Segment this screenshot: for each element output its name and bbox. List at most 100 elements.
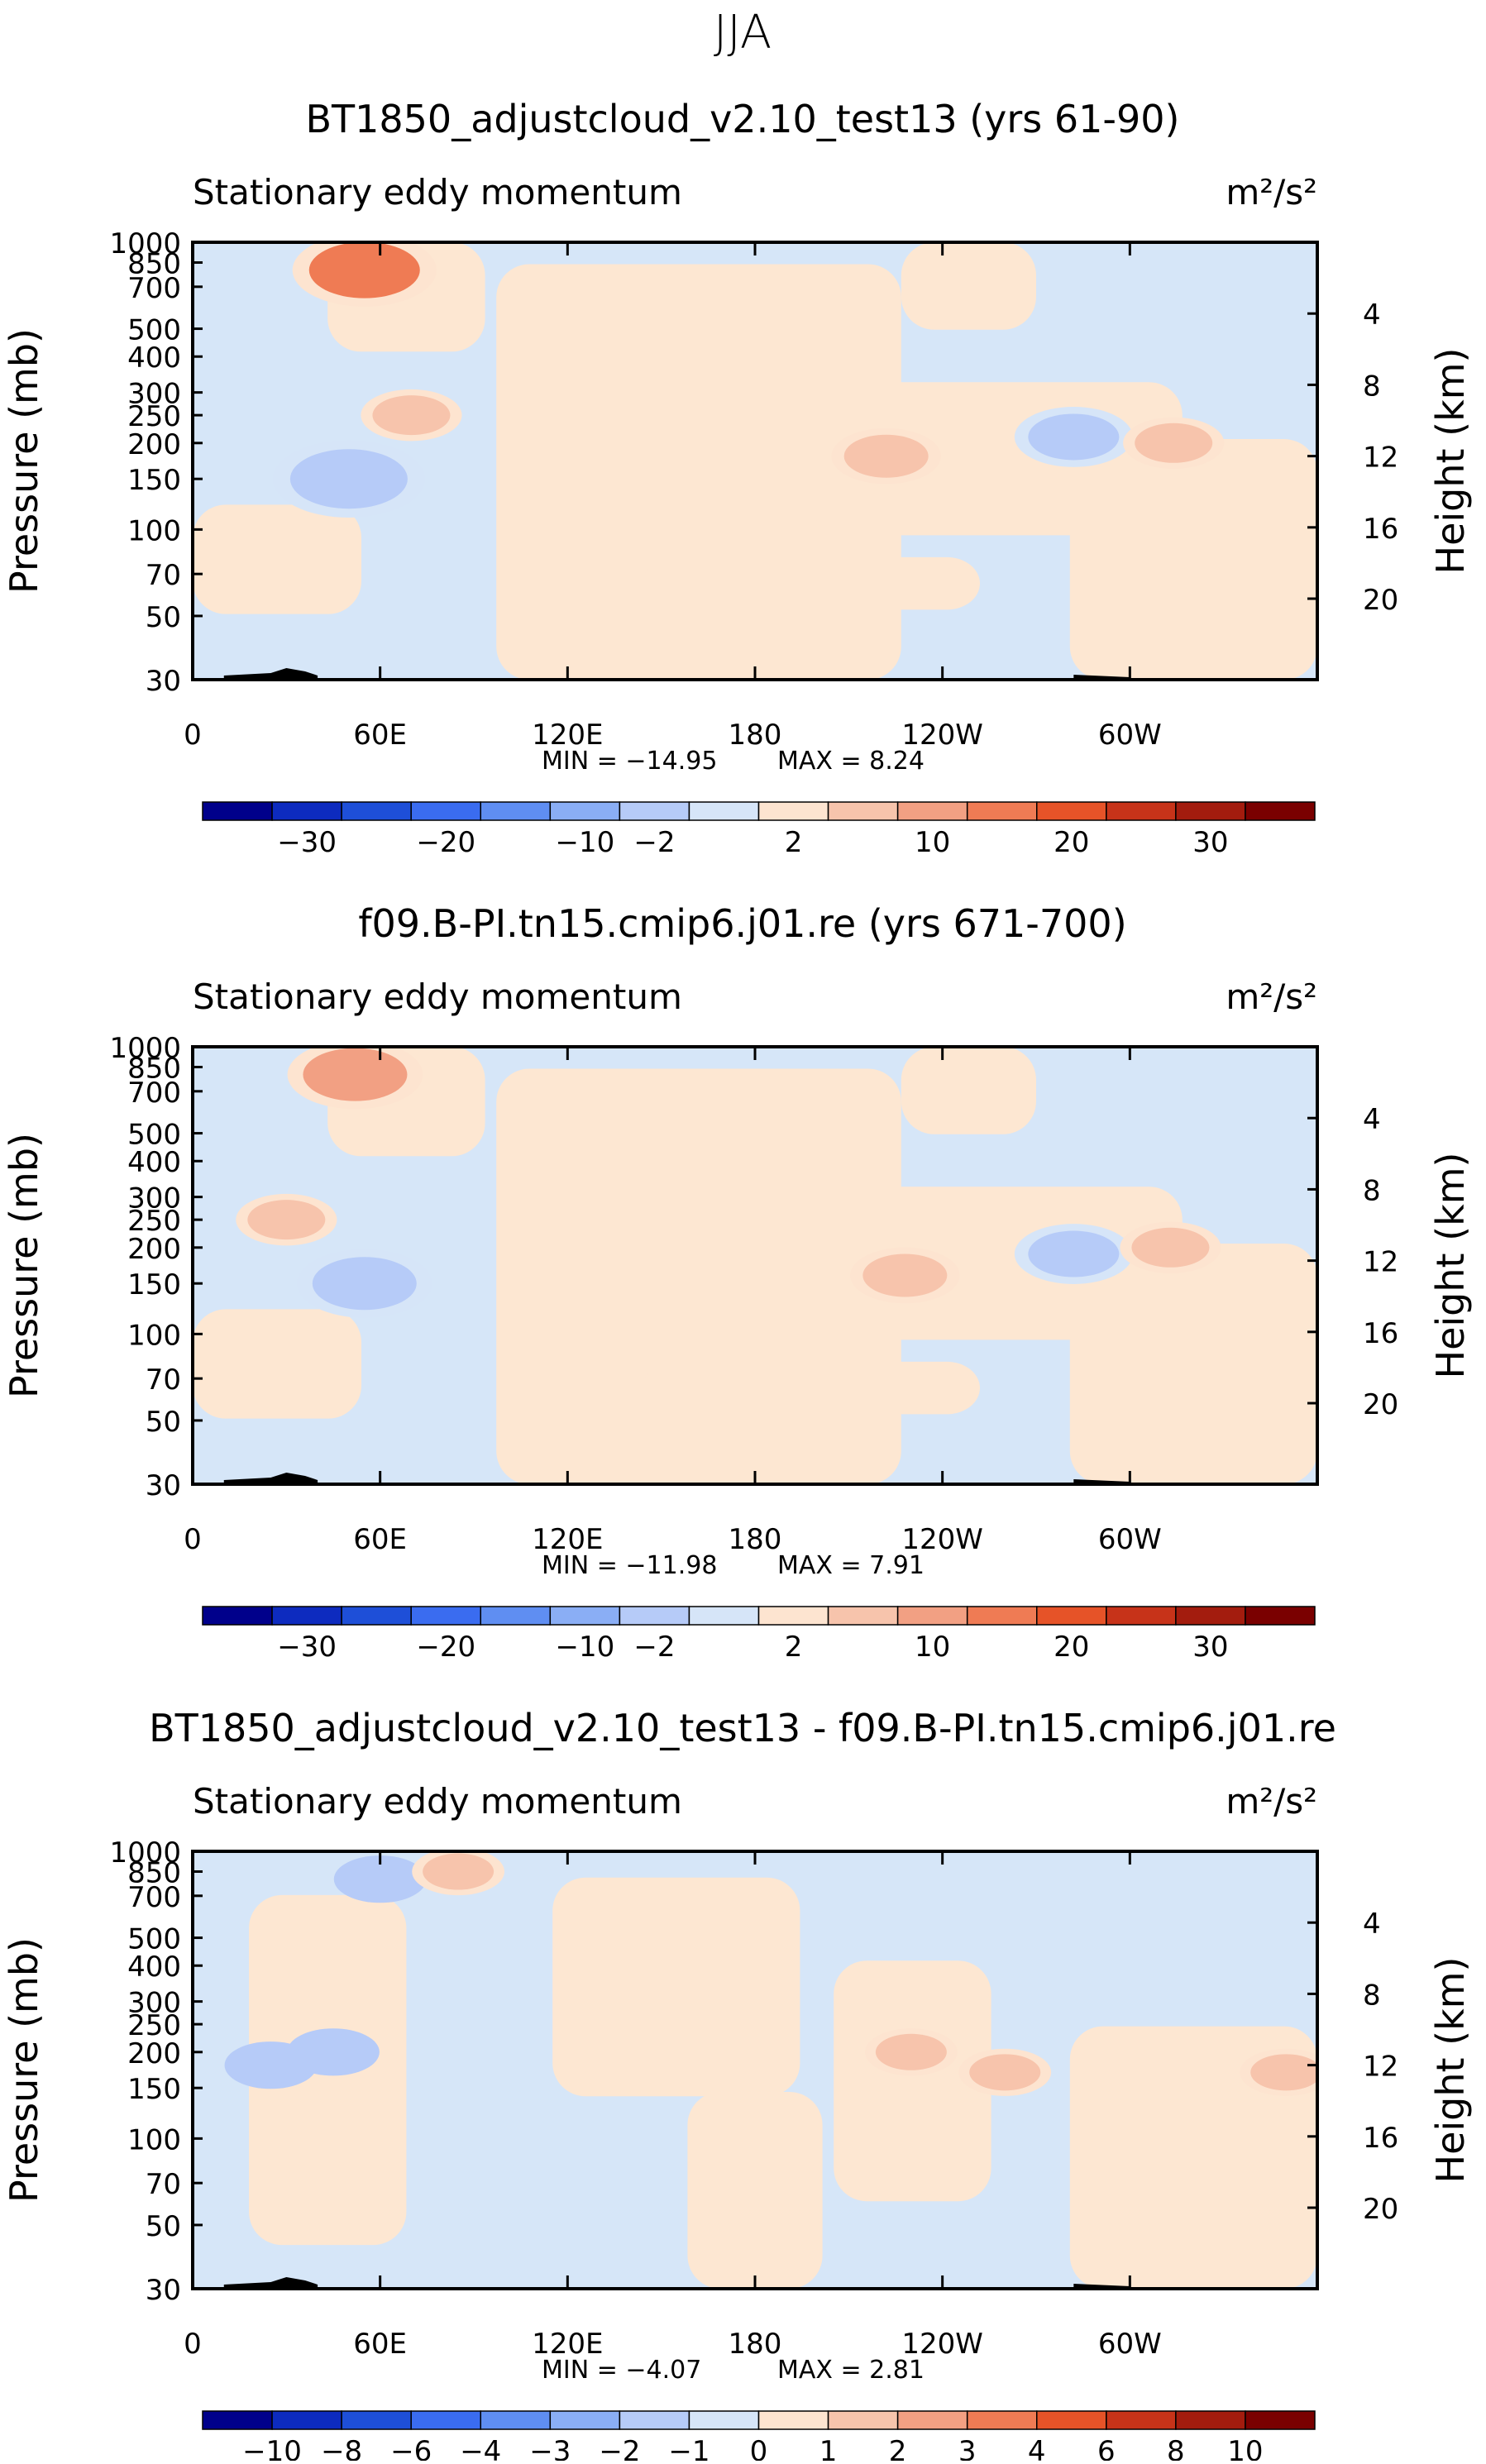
- colorbar-swatch: [827, 2410, 899, 2430]
- y-axis-title: Pressure (mb): [2, 328, 46, 594]
- y-right-tick-label: 12: [1363, 1246, 1398, 1279]
- y-tick-label: 400: [127, 341, 181, 375]
- colorbar-swatch: [619, 2410, 690, 2430]
- contour-field: [193, 1047, 1317, 1484]
- feature-core: [843, 434, 929, 478]
- units-label: m²/s²: [1226, 977, 1317, 1017]
- colorbar-swatch: [688, 1606, 760, 1626]
- colorbar-swatch: [966, 1606, 1038, 1626]
- y-axis-title: Pressure (mb): [2, 1937, 46, 2203]
- colorbar-label: −2: [599, 2435, 640, 2461]
- y-tick-label: 1000: [109, 1032, 181, 1065]
- max-label: MAX = 2.81: [777, 2356, 925, 2385]
- colorbar-swatch: [1106, 801, 1177, 821]
- y-tick-label: 300: [127, 1987, 181, 2020]
- y-tick-label: 200: [127, 428, 181, 461]
- y-tick-label: 50: [146, 1406, 181, 1439]
- colorbar-label: −6: [390, 2435, 432, 2461]
- colorbar-swatch: [1036, 801, 1107, 821]
- colorbar-swatch: [966, 2410, 1038, 2430]
- colorbar-swatch: [341, 2410, 412, 2430]
- colorbar-swatch: [827, 801, 899, 821]
- x-tick-label: 120E: [532, 2328, 603, 2361]
- y-axis-title: Pressure (mb): [2, 1133, 46, 1398]
- colorbar-swatch: [341, 801, 412, 821]
- colorbar-swatch: [619, 1606, 690, 1626]
- colorbar-label: 8: [1167, 2435, 1185, 2461]
- y-tick-label: 100: [127, 1319, 181, 1352]
- y-tick-label: 100: [127, 514, 181, 547]
- y-tick-label: 850: [127, 1053, 181, 1086]
- feature-core: [1028, 413, 1120, 461]
- contour-field: [193, 1851, 1317, 2289]
- y-tick-label: 200: [127, 1233, 181, 1266]
- colorbar-label: 30: [1192, 1631, 1228, 1664]
- x-tick-label: 60W: [1098, 2328, 1162, 2361]
- feature-core: [303, 1048, 408, 1101]
- positive-region: [687, 2091, 823, 2289]
- colorbar-swatch: [410, 801, 481, 821]
- min-label: MIN = −14.95: [542, 747, 717, 776]
- positive-region: [901, 242, 1036, 330]
- y-tick-label: 500: [127, 1119, 181, 1152]
- x-tick-label: 180: [729, 719, 782, 752]
- y-tick-label: 850: [127, 248, 181, 281]
- colorbar-label: −20: [416, 1631, 475, 1664]
- y-tick-label: 700: [127, 1881, 181, 1914]
- colorbar-swatch: [1175, 1606, 1246, 1626]
- colorbar-swatch: [202, 2410, 273, 2430]
- colorbar-swatch: [1245, 2410, 1316, 2430]
- max-label: MAX = 7.91: [777, 1551, 925, 1580]
- colorbar-label: 2: [785, 826, 803, 859]
- y-right-tick-label: 20: [1363, 1388, 1398, 1421]
- y-tick-label: 150: [127, 1268, 181, 1301]
- feature-core: [308, 242, 420, 298]
- y-tick-label: 1000: [109, 227, 181, 260]
- y-right-axis-title: Height (km): [1428, 1152, 1473, 1378]
- y-tick-label: 300: [127, 1182, 181, 1215]
- colorbar-label: 20: [1054, 1631, 1089, 1664]
- feature-core: [247, 1200, 326, 1240]
- colorbar-label: 10: [1227, 2435, 1263, 2461]
- feature-core: [1131, 1227, 1210, 1268]
- y-right-tick-label: 20: [1363, 2193, 1398, 2226]
- y-right-tick-label: 16: [1363, 513, 1398, 546]
- feature-core: [289, 449, 408, 509]
- colorbar-swatch: [1245, 801, 1316, 821]
- positive-region: [643, 556, 980, 610]
- y-right-tick-label: 8: [1363, 1979, 1381, 2012]
- x-tick-label: 120W: [901, 2328, 983, 2361]
- panel-3: BT1850_adjustcloud_v2.10_test13 - f09.B-…: [2, 1706, 1473, 2464]
- y-right-tick-label: 4: [1363, 1103, 1381, 1136]
- colorbar-label: 10: [915, 826, 950, 859]
- y-right-tick-label: 16: [1363, 2122, 1398, 2155]
- x-tick-label: 180: [729, 2328, 782, 2361]
- colorbar-label: 6: [1097, 2435, 1116, 2461]
- colorbar-label: −10: [555, 1631, 614, 1664]
- x-tick-label: 60E: [353, 1523, 407, 1556]
- feature-core: [423, 1853, 495, 1890]
- y-tick-label: 30: [146, 2274, 181, 2307]
- x-tick-label: 0: [184, 719, 202, 752]
- y-tick-label: 850: [127, 1857, 181, 1890]
- colorbar-swatch: [271, 1606, 342, 1626]
- positive-region: [643, 1361, 980, 1415]
- colorbar-swatch: [202, 1606, 273, 1626]
- colorbar-swatch: [757, 1606, 829, 1626]
- panel-subtitle: Stationary eddy momentum: [193, 977, 682, 1017]
- y-tick-label: 500: [127, 1923, 181, 1956]
- feature-core: [1250, 2054, 1317, 2091]
- colorbar-swatch: [410, 2410, 481, 2430]
- colorbar-label: −1: [668, 2435, 710, 2461]
- panel-1: BT1850_adjustcloud_v2.10_test13 (yrs 61-…: [2, 97, 1473, 859]
- colorbar-label: −10: [242, 2435, 302, 2461]
- x-tick-label: 120E: [532, 1523, 603, 1556]
- colorbar-swatch: [202, 801, 273, 821]
- y-right-axis-title: Height (km): [1428, 1956, 1473, 2183]
- feature-core: [862, 1253, 948, 1297]
- panel-title: BT1850_adjustcloud_v2.10_test13 (yrs 61-…: [305, 97, 1179, 141]
- colorbar-swatch: [271, 801, 342, 821]
- feature-core: [1135, 423, 1213, 463]
- positive-region: [193, 504, 361, 614]
